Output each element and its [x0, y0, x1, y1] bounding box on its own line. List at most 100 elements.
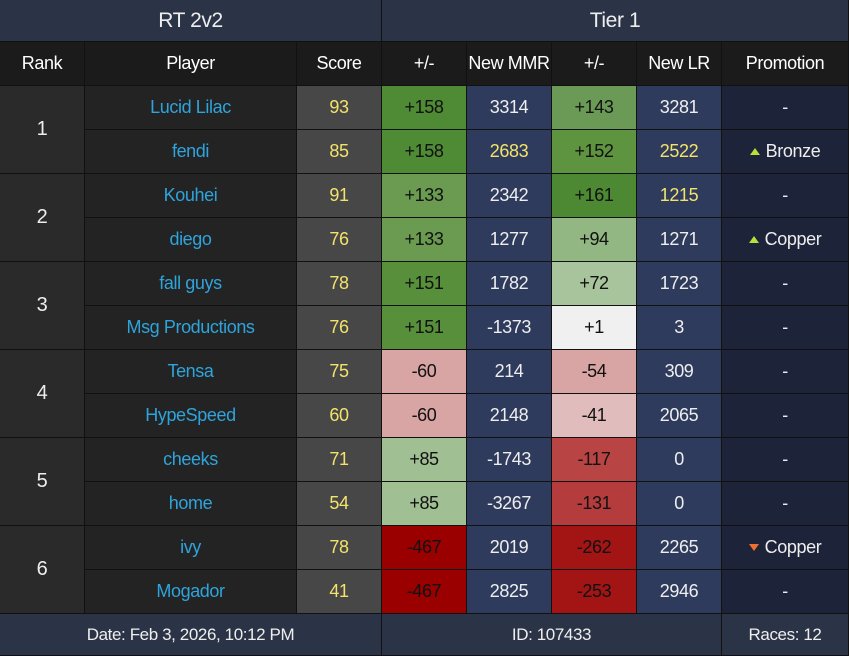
column-header: Promotion: [722, 42, 849, 86]
new-lr: 2065: [637, 394, 722, 438]
rank: 3: [0, 262, 85, 350]
mmr-delta: +151: [382, 262, 467, 306]
promotion-arrow: [748, 236, 759, 243]
footer-date: Date: Feb 3, 2026, 10:12 PM: [0, 614, 382, 656]
promotion: -: [722, 306, 849, 350]
lr-delta: -117: [552, 438, 637, 482]
promotion: -: [722, 482, 849, 526]
lr-delta: +143: [552, 86, 637, 130]
mmr-delta: +151: [382, 306, 467, 350]
score: 76: [297, 218, 382, 262]
new-lr: 2522: [637, 130, 722, 174]
lr-delta: +161: [552, 174, 637, 218]
tier: Tier 1: [382, 0, 849, 42]
mmr-delta: -60: [382, 350, 467, 394]
score: 76: [297, 306, 382, 350]
new-lr: 2946: [637, 570, 722, 614]
lr-delta: +72: [552, 262, 637, 306]
player: Msg Productions: [85, 306, 297, 350]
player: fall guys: [85, 262, 297, 306]
new-lr: 1271: [637, 218, 722, 262]
player: Tensa: [85, 350, 297, 394]
new-lr: 0: [637, 438, 722, 482]
player: home: [85, 482, 297, 526]
new-lr: 3281: [637, 86, 722, 130]
new-mmr: 2019: [467, 526, 552, 570]
mmr-delta: +158: [382, 86, 467, 130]
footer-races: Races: 12: [722, 614, 849, 656]
new-mmr: 3314: [467, 86, 552, 130]
new-mmr: -3267: [467, 482, 552, 526]
new-mmr: 214: [467, 350, 552, 394]
player: diego: [85, 218, 297, 262]
lr-delta: +1: [552, 306, 637, 350]
score: 60: [297, 394, 382, 438]
score: 78: [297, 262, 382, 306]
score: 91: [297, 174, 382, 218]
new-mmr: 1277: [467, 218, 552, 262]
score: 78: [297, 526, 382, 570]
new-mmr: 2148: [467, 394, 552, 438]
lr-delta: -262: [552, 526, 637, 570]
column-header: +/-: [552, 42, 637, 86]
mmr-delta: +133: [382, 174, 467, 218]
column-header: New MMR: [467, 42, 552, 86]
lr-delta: -253: [552, 570, 637, 614]
promotion: -: [722, 394, 849, 438]
new-lr: 3: [637, 306, 722, 350]
player: fendi: [85, 130, 297, 174]
score: 75: [297, 350, 382, 394]
new-lr: 309: [637, 350, 722, 394]
new-lr: 0: [637, 482, 722, 526]
promotion: Bronze: [722, 130, 849, 174]
lr-delta: -54: [552, 350, 637, 394]
promotion: Copper: [722, 218, 849, 262]
column-header: Score: [297, 42, 382, 86]
lr-delta: -41: [552, 394, 637, 438]
promotion: -: [722, 174, 849, 218]
mmr-delta: -60: [382, 394, 467, 438]
footer-id: ID: 107433: [382, 614, 722, 656]
mmr-delta: +133: [382, 218, 467, 262]
mmr-delta: -467: [382, 526, 467, 570]
player: ivy: [85, 526, 297, 570]
column-header: Player: [85, 42, 297, 86]
rank: 4: [0, 350, 85, 438]
new-mmr: 1782: [467, 262, 552, 306]
promotion: -: [722, 350, 849, 394]
lr-delta: +152: [552, 130, 637, 174]
promotion: -: [722, 86, 849, 130]
promotion-text: Copper: [764, 537, 822, 557]
promotion-arrow: [748, 544, 759, 551]
rank: 1: [0, 86, 85, 174]
rank: 5: [0, 438, 85, 526]
column-header: Rank: [0, 42, 85, 86]
column-header: +/-: [382, 42, 467, 86]
promotion-text: Bronze: [765, 141, 821, 161]
player: HypeSpeed: [85, 394, 297, 438]
player: Lucid Lilac: [85, 86, 297, 130]
new-mmr: 2683: [467, 130, 552, 174]
promotion: Copper: [722, 526, 849, 570]
score: 41: [297, 570, 382, 614]
column-header: New LR: [637, 42, 722, 86]
new-lr: 1723: [637, 262, 722, 306]
lr-delta: -131: [552, 482, 637, 526]
new-mmr: -1373: [467, 306, 552, 350]
promotion: -: [722, 570, 849, 614]
promotion-arrow: [749, 148, 760, 155]
lr-delta: +94: [552, 218, 637, 262]
new-mmr: 2342: [467, 174, 552, 218]
new-mmr: 2825: [467, 570, 552, 614]
rank: 6: [0, 526, 85, 614]
mmr-delta: +158: [382, 130, 467, 174]
new-lr: 1215: [637, 174, 722, 218]
score: 85: [297, 130, 382, 174]
new-mmr: -1743: [467, 438, 552, 482]
player: Mogador: [85, 570, 297, 614]
mmr-delta: -467: [382, 570, 467, 614]
player: cheeks: [85, 438, 297, 482]
promotion: -: [722, 262, 849, 306]
player: Kouhei: [85, 174, 297, 218]
